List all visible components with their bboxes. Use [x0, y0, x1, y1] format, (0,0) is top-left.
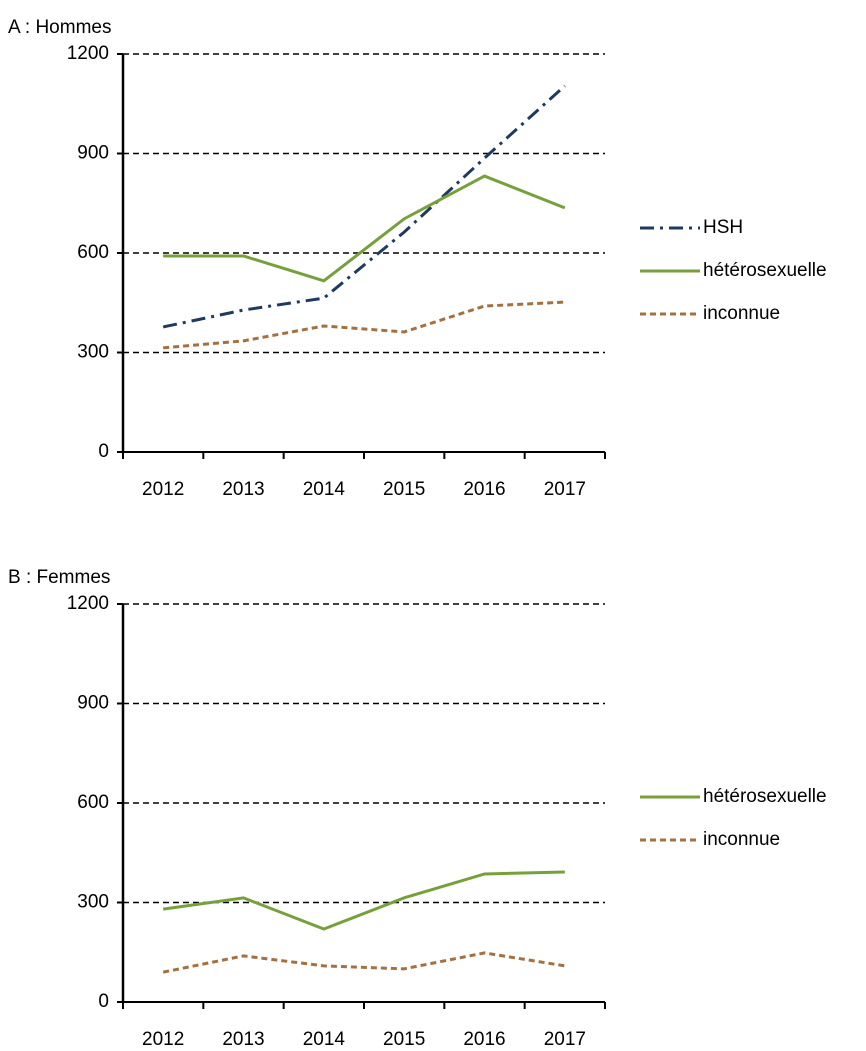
series-line	[162, 870, 565, 931]
x-tick-label: 2016	[463, 479, 505, 500]
chart-title: A : Hommes	[8, 17, 111, 38]
x-tick-label: 2013	[222, 479, 264, 500]
series-line	[162, 84, 566, 329]
y-tick-label: 300	[77, 342, 109, 363]
legend-label: hétérosexuelle	[703, 786, 827, 807]
legend-label: hétérosexuelle	[703, 260, 827, 281]
y-tick-label: 0	[98, 441, 109, 462]
x-tick-label: 2015	[383, 1029, 425, 1046]
x-tick-label: 2015	[383, 479, 425, 500]
x-tick-label: 2013	[222, 1029, 264, 1046]
y-tick-label: 1200	[67, 593, 109, 614]
y-tick-label: 1200	[67, 43, 109, 64]
y-tick-label: 900	[77, 693, 109, 714]
chart-title: B : Femmes	[8, 567, 110, 588]
x-tick-label: 2012	[142, 1029, 184, 1046]
y-tick-label: 300	[77, 892, 109, 913]
x-tick-label: 2017	[544, 479, 586, 500]
y-tick-label: 900	[77, 143, 109, 164]
series-line	[162, 951, 566, 974]
x-tick-label: 2017	[544, 1029, 586, 1046]
legend-label: inconnue	[703, 829, 780, 850]
series-line	[163, 300, 565, 350]
legend-label: HSH	[703, 217, 743, 238]
legend-label: inconnue	[703, 303, 780, 324]
series-line	[163, 174, 566, 283]
y-tick-label: 0	[98, 991, 109, 1012]
x-tick-label: 2014	[303, 479, 346, 500]
x-tick-label: 2012	[142, 479, 184, 500]
y-tick-label: 600	[77, 792, 109, 813]
y-tick-label: 600	[77, 242, 109, 263]
x-tick-label: 2014	[303, 1029, 346, 1046]
x-tick-label: 2016	[463, 1029, 505, 1046]
